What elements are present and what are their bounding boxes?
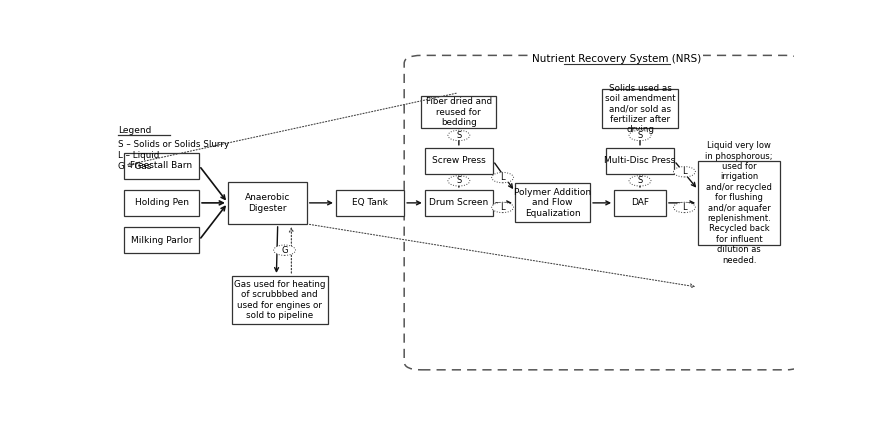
Text: Milking Parlor: Milking Parlor xyxy=(131,236,192,245)
FancyBboxPatch shape xyxy=(425,148,493,174)
Text: Nutrient Recovery System (NRS): Nutrient Recovery System (NRS) xyxy=(533,53,702,64)
Circle shape xyxy=(674,167,695,177)
Text: S – Solids or Solids Slurry: S – Solids or Solids Slurry xyxy=(118,140,229,149)
Text: DAF: DAF xyxy=(631,198,649,208)
FancyBboxPatch shape xyxy=(228,182,307,224)
Text: L – Liquid: L – Liquid xyxy=(118,151,160,160)
Circle shape xyxy=(629,176,651,186)
Text: Multi-Disc Press: Multi-Disc Press xyxy=(604,156,676,165)
FancyBboxPatch shape xyxy=(606,148,674,174)
Text: Liquid very low
in phosphorous;
used for
irrigation
and/or recycled
for flushing: Liquid very low in phosphorous; used for… xyxy=(706,141,773,264)
Text: L: L xyxy=(500,203,505,212)
Text: Polymer Addition
and Flow
Equalization: Polymer Addition and Flow Equalization xyxy=(514,188,591,218)
Text: Anaerobic
Digester: Anaerobic Digester xyxy=(245,193,290,213)
FancyBboxPatch shape xyxy=(602,89,677,128)
Text: Solids used as
soil amendment
and/or sold as
fertilizer after
drying: Solids used as soil amendment and/or sol… xyxy=(605,84,676,134)
Circle shape xyxy=(448,130,470,141)
Text: S: S xyxy=(638,131,643,140)
Text: Screw Press: Screw Press xyxy=(432,156,486,165)
Text: Fiber dried and
reused for
bedding: Fiber dried and reused for bedding xyxy=(426,97,492,127)
Circle shape xyxy=(629,130,651,141)
Circle shape xyxy=(491,202,513,213)
Text: Freestall Barn: Freestall Barn xyxy=(131,161,192,170)
FancyBboxPatch shape xyxy=(425,190,493,216)
FancyBboxPatch shape xyxy=(123,153,199,179)
FancyBboxPatch shape xyxy=(515,184,590,222)
Circle shape xyxy=(491,173,513,183)
Text: Gas used for heating
of scrubbbed and
used for engines or
sold to pipeline: Gas used for heating of scrubbbed and us… xyxy=(234,280,325,320)
Text: EQ Tank: EQ Tank xyxy=(352,198,388,208)
Text: G: G xyxy=(281,246,288,255)
FancyBboxPatch shape xyxy=(422,96,497,128)
FancyBboxPatch shape xyxy=(123,227,199,253)
Text: Legend: Legend xyxy=(118,126,152,135)
Text: S: S xyxy=(456,176,461,185)
FancyBboxPatch shape xyxy=(336,190,404,216)
Text: Holding Pen: Holding Pen xyxy=(135,198,189,208)
Circle shape xyxy=(674,202,695,213)
Circle shape xyxy=(448,176,470,186)
FancyBboxPatch shape xyxy=(123,190,199,216)
FancyBboxPatch shape xyxy=(615,190,666,216)
Circle shape xyxy=(273,245,295,256)
Text: L: L xyxy=(682,203,687,212)
Text: S: S xyxy=(638,176,643,185)
Text: S: S xyxy=(456,131,461,140)
FancyBboxPatch shape xyxy=(699,161,781,245)
Text: L: L xyxy=(682,167,687,176)
FancyBboxPatch shape xyxy=(232,276,327,325)
Text: G – Gas: G – Gas xyxy=(118,163,152,171)
Text: L: L xyxy=(500,173,505,182)
Text: Drum Screen: Drum Screen xyxy=(430,198,489,208)
